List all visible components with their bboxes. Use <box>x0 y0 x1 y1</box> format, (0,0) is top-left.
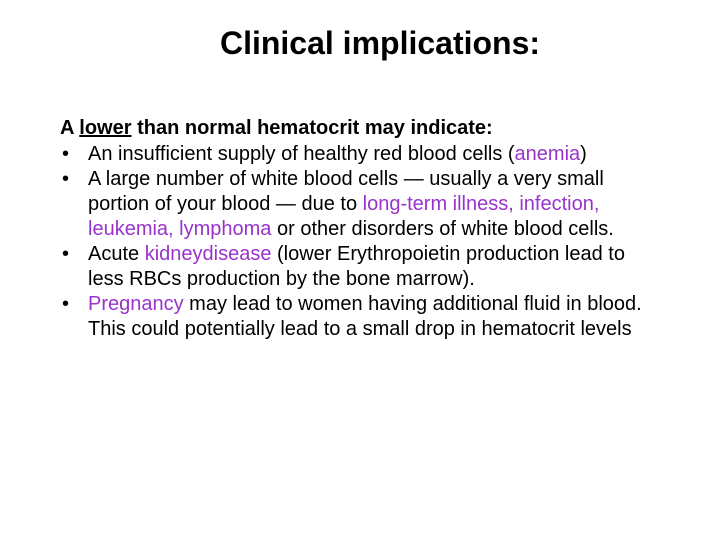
list-item: Acute kidneydisease (lower Erythropoieti… <box>60 242 665 292</box>
slide-title: Clinical implications: <box>55 25 665 62</box>
list-item: An insufficient supply of healthy red bl… <box>60 142 665 167</box>
keyword-pregnancy: Pregnancy <box>88 293 184 315</box>
intro-prefix: A <box>60 117 79 139</box>
list-item: A large number of white blood cells — us… <box>60 167 665 242</box>
bullet-text: An insufficient supply of healthy red bl… <box>88 143 515 165</box>
bullet-text: ) <box>580 143 587 165</box>
list-item: Pregnancy may lead to women having addit… <box>60 292 665 342</box>
intro-suffix: than normal hematocrit may indicate: <box>132 117 493 139</box>
bullet-list: An insufficient supply of healthy red bl… <box>55 142 665 342</box>
bullet-text: Acute <box>88 243 145 265</box>
keyword-kidney: kidneydisease <box>145 243 272 265</box>
intro-lower-word: lower <box>79 117 131 139</box>
bullet-text: or other disorders of white blood cells. <box>271 218 613 240</box>
intro-line: A lower than normal hematocrit may indic… <box>55 117 665 140</box>
keyword-anemia: anemia <box>515 143 581 165</box>
